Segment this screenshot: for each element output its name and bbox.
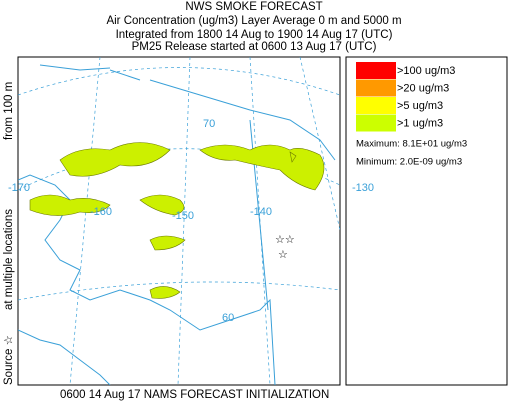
maximum: Maximum: 8.1E+01 ug/m3 (356, 139, 467, 150)
legend-label: >100 ug/m3 (397, 65, 455, 77)
subtitle: Integrated from 1800 14 Aug to 1900 14 A… (116, 29, 393, 41)
side-label: from 100 m (3, 82, 15, 140)
graticule (69, 57, 101, 385)
coastline (18, 174, 276, 385)
coastline (39, 64, 336, 161)
lon-label: -130 (352, 182, 374, 194)
subtitle: Air Concentration (ug/m3) Layer Average … (106, 15, 401, 27)
plume (29, 194, 111, 216)
plume (149, 235, 186, 251)
map: ☆☆ ☆ 70 -170 -160 -150 -140 -130 60 (8, 56, 374, 386)
lat-label: 70 (203, 118, 215, 130)
footer: 0600 14 Aug 17 NAMS FORECAST INITIALIZAT… (60, 389, 329, 401)
graticule (177, 57, 191, 385)
map-frame (17, 56, 341, 386)
legend-swatch (356, 79, 396, 97)
lon-label: -140 (250, 206, 272, 218)
subtitle: PM25 Release started at 0600 13 Aug 17 (… (132, 41, 377, 53)
source-star: ☆ (278, 249, 288, 261)
lon-label: -160 (90, 206, 112, 218)
plume-core (289, 151, 297, 163)
plume (149, 286, 181, 299)
graticule (18, 281, 340, 301)
legend-label: >5 ug/m3 (397, 100, 443, 112)
minimum: Minimum: 2.0E-09 ug/m3 (356, 157, 462, 168)
legend-label: >1 ug/m3 (397, 117, 443, 129)
legend-swatch (356, 114, 396, 132)
title: NWS SMOKE FORECAST (185, 1, 322, 13)
source-star: ☆☆ (275, 234, 295, 246)
side-label: Source ☆ (3, 335, 15, 385)
lat-label: 60 (222, 312, 234, 324)
legend-frame (345, 56, 508, 386)
side-label: at multiple locations (3, 209, 15, 310)
coastline (18, 329, 111, 385)
plume (59, 142, 171, 177)
legend-swatch (356, 97, 396, 114)
lon-label: -150 (172, 210, 194, 222)
legend-label: >20 ug/m3 (397, 82, 449, 94)
graticule (18, 67, 340, 96)
legend: >100 ug/m3 >20 ug/m3 >5 ug/m3 >1 ug/m3 (356, 62, 455, 132)
legend-swatch (356, 62, 396, 79)
lon-label: -170 (8, 182, 30, 194)
plume (139, 194, 185, 216)
